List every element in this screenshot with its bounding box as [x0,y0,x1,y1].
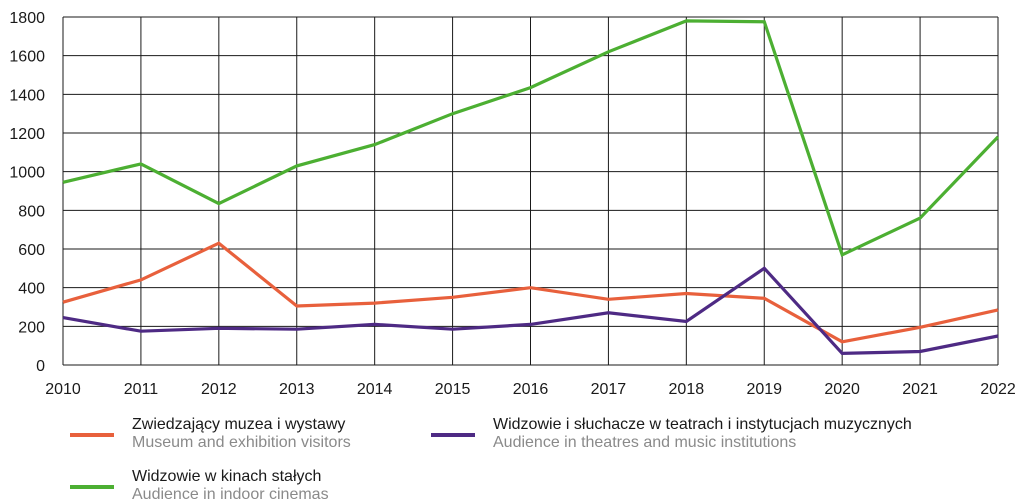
legend-label-theatres-en: Audience in theatres and music instituti… [493,434,797,451]
legend-label-museums: Zwiedzający muzea i wystawy [132,416,346,433]
y-tick-label: 1600 [9,49,45,66]
x-tick-label: 2021 [902,381,938,398]
y-tick-label: 1400 [9,87,45,104]
y-tick-label: 800 [18,203,45,220]
legend-item-theatres: Widzowie i słuchacze w teatrach i instyt… [431,416,912,452]
legend-swatch-museums [70,433,114,437]
series-line-theatres [62,266,999,356]
x-axis-tick-labels: 2010 2011 2012 2013 2014 2015 2016 2017 2018 2019… [45,381,1016,398]
legend-label-cinemas-en: Audience in indoor cinemas [132,486,329,503]
y-tick-label: 200 [18,319,45,336]
x-tick-label: 2016 [513,381,549,398]
grid [62,16,999,366]
y-tick-label: 600 [18,242,45,259]
x-tick-label: 2018 [669,381,705,398]
legend-item-cinemas: Widzowie w kinach stałych Audience in in… [70,468,329,504]
legend-swatch-theatres [431,433,475,437]
legend-label-theatres: Widzowie i słuchacze w teatrach i instyt… [493,416,912,433]
x-tick-label: 2014 [357,381,393,398]
y-tick-label: 1800 [9,10,45,27]
legend-label-cinemas: Widzowie w kinach stałych [132,468,322,485]
y-tick-label: 0 [36,358,45,375]
x-tick-label: 2010 [45,381,81,398]
y-tick-label: 1200 [9,126,45,143]
x-tick-label: 2019 [746,381,782,398]
series-lines [62,19,1000,356]
x-tick-label: 2022 [980,381,1016,398]
series-line-cinemas [62,19,1000,258]
series-line-museums [62,241,999,344]
legend-swatch-cinemas [70,485,114,489]
y-tick-label: 400 [18,281,45,298]
legend-label-museums-en: Museum and exhibition visitors [132,434,351,451]
x-tick-label: 2015 [435,381,471,398]
x-tick-label: 2012 [201,381,237,398]
y-axis-tick-labels: 0 200 400 600 800 1000 1200 1400 1600 1800 [9,10,45,375]
legend-item-museums: Zwiedzający muzea i wystawy Museum and e… [70,416,351,452]
x-tick-label: 2020 [824,381,860,398]
y-tick-label: 1000 [9,165,45,182]
x-tick-label: 2017 [591,381,627,398]
x-tick-label: 2011 [124,381,159,398]
x-tick-label: 2013 [279,381,315,398]
